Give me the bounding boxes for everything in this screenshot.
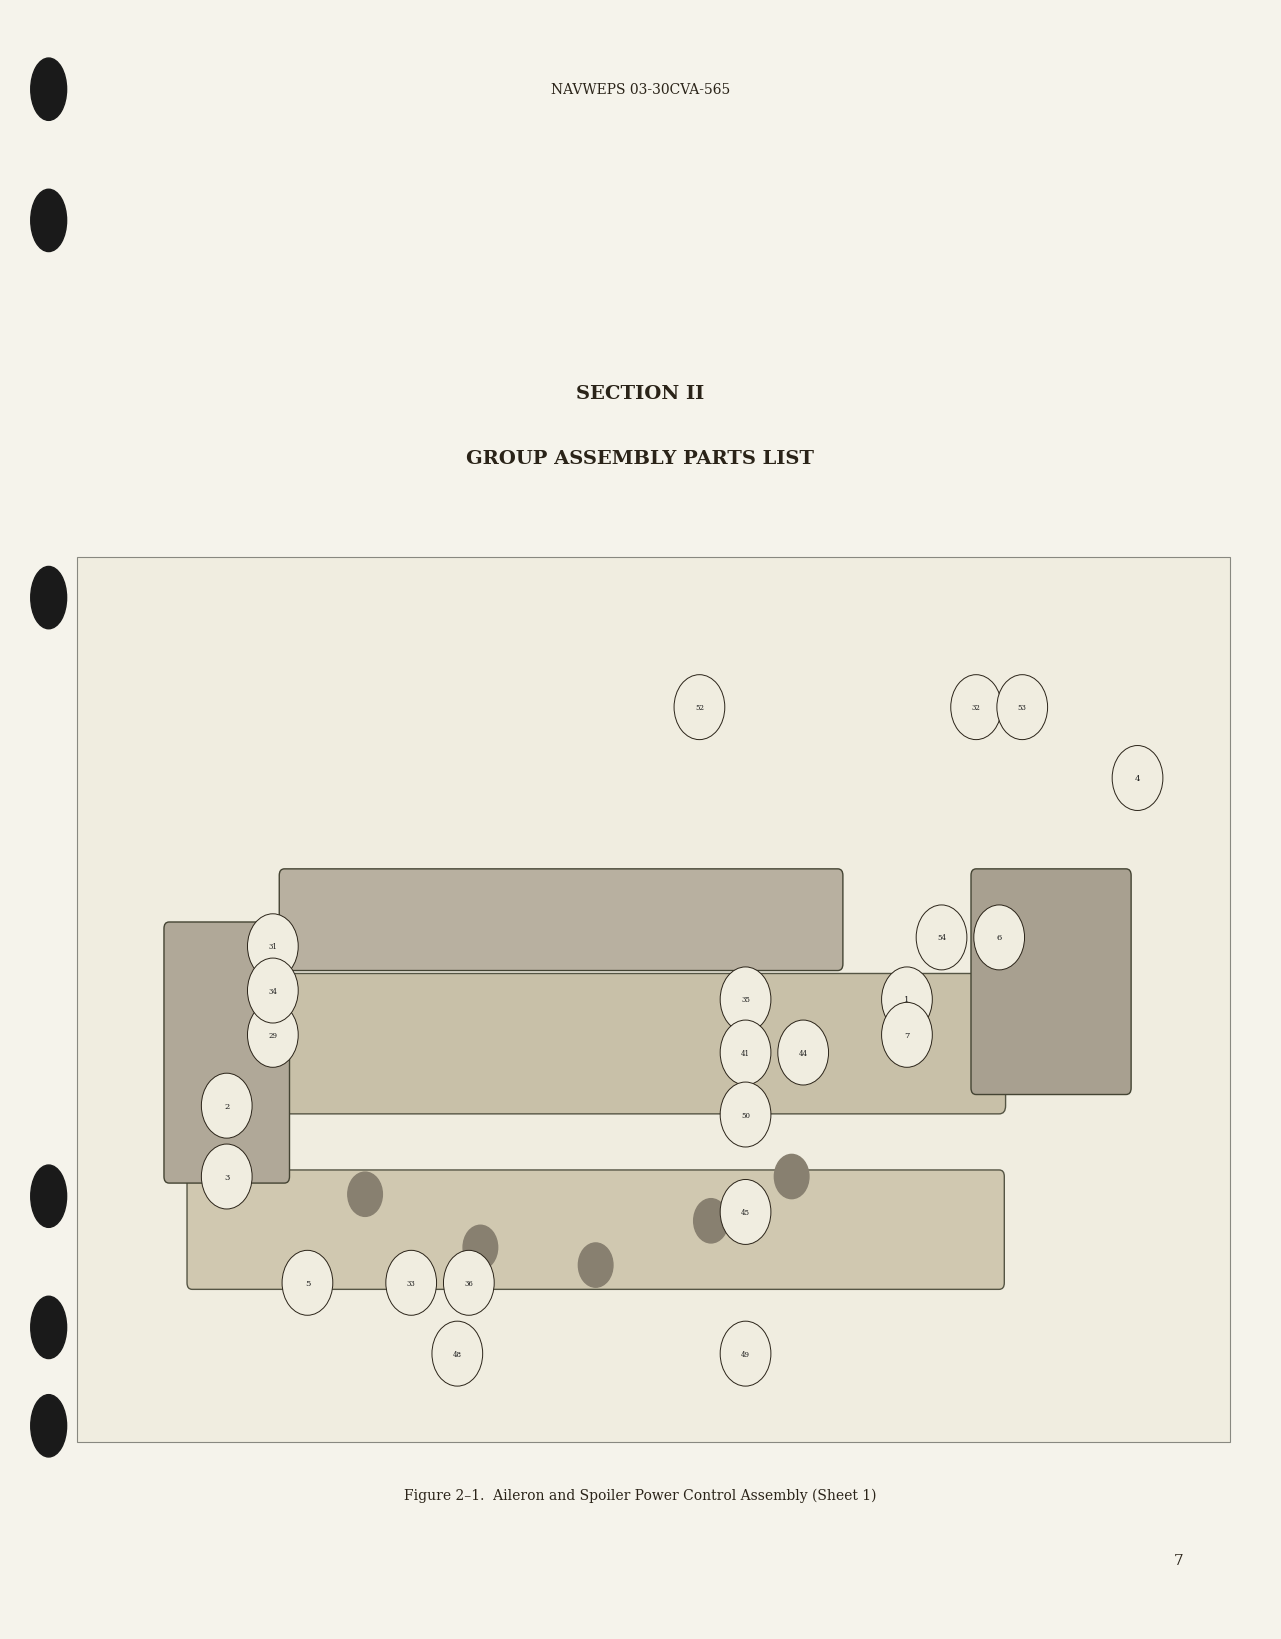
Text: 50: 50 — [740, 1111, 751, 1119]
Circle shape — [1112, 746, 1163, 811]
Text: 54: 54 — [936, 934, 947, 942]
FancyBboxPatch shape — [77, 557, 1230, 1442]
Circle shape — [720, 1021, 771, 1085]
Text: 29: 29 — [268, 1031, 278, 1039]
Circle shape — [916, 905, 967, 970]
Circle shape — [694, 1200, 728, 1242]
Circle shape — [348, 1172, 383, 1216]
Ellipse shape — [31, 567, 67, 629]
Text: NAVWEPS 03-30CVA-565: NAVWEPS 03-30CVA-565 — [551, 84, 730, 97]
FancyBboxPatch shape — [971, 869, 1131, 1095]
Ellipse shape — [31, 1296, 67, 1359]
Text: 53: 53 — [1018, 703, 1026, 711]
Text: 1: 1 — [904, 997, 910, 1003]
Ellipse shape — [31, 1395, 67, 1457]
FancyBboxPatch shape — [243, 974, 1006, 1115]
Text: 3: 3 — [224, 1174, 229, 1180]
Circle shape — [720, 967, 771, 1033]
Circle shape — [778, 1021, 829, 1085]
Circle shape — [432, 1321, 483, 1387]
Circle shape — [247, 1003, 298, 1067]
Text: 35: 35 — [742, 997, 749, 1003]
Text: GROUP ASSEMBLY PARTS LIST: GROUP ASSEMBLY PARTS LIST — [466, 451, 815, 467]
FancyBboxPatch shape — [187, 1170, 1004, 1290]
Text: 6: 6 — [997, 934, 1002, 942]
Circle shape — [386, 1251, 437, 1316]
Circle shape — [579, 1242, 614, 1288]
Text: 52: 52 — [694, 703, 705, 711]
Text: 44: 44 — [798, 1049, 808, 1057]
Circle shape — [881, 967, 933, 1033]
Text: 2: 2 — [224, 1101, 229, 1110]
Circle shape — [282, 1251, 333, 1316]
Circle shape — [201, 1144, 252, 1210]
Circle shape — [201, 1074, 252, 1139]
Circle shape — [974, 905, 1025, 970]
Text: 31: 31 — [269, 942, 277, 951]
Ellipse shape — [31, 190, 67, 252]
FancyBboxPatch shape — [164, 923, 290, 1183]
Text: 7: 7 — [904, 1031, 910, 1039]
Text: 5: 5 — [305, 1278, 310, 1287]
Circle shape — [720, 1321, 771, 1387]
Text: 34: 34 — [269, 987, 277, 995]
Text: SECTION II: SECTION II — [576, 385, 705, 402]
Text: 36: 36 — [465, 1278, 473, 1287]
Text: 7: 7 — [1173, 1554, 1184, 1567]
FancyBboxPatch shape — [279, 869, 843, 970]
Text: 45: 45 — [740, 1208, 751, 1216]
Circle shape — [775, 1154, 810, 1200]
Circle shape — [997, 675, 1048, 741]
Circle shape — [464, 1226, 497, 1270]
Circle shape — [443, 1251, 494, 1316]
Circle shape — [247, 959, 298, 1023]
Ellipse shape — [31, 1165, 67, 1228]
Text: 41: 41 — [740, 1049, 751, 1057]
Text: Figure 2–1.  Aileron and Spoiler Power Control Assembly (Sheet 1): Figure 2–1. Aileron and Spoiler Power Co… — [405, 1488, 876, 1501]
Circle shape — [720, 1082, 771, 1147]
Text: 4: 4 — [1135, 775, 1140, 782]
Text: 49: 49 — [740, 1351, 751, 1357]
Circle shape — [881, 1003, 933, 1067]
Text: 48: 48 — [452, 1351, 462, 1357]
Ellipse shape — [31, 59, 67, 121]
Circle shape — [951, 675, 1002, 741]
Circle shape — [720, 1180, 771, 1244]
Circle shape — [674, 675, 725, 741]
Circle shape — [247, 915, 298, 978]
Text: 32: 32 — [972, 703, 980, 711]
Text: 33: 33 — [407, 1278, 415, 1287]
